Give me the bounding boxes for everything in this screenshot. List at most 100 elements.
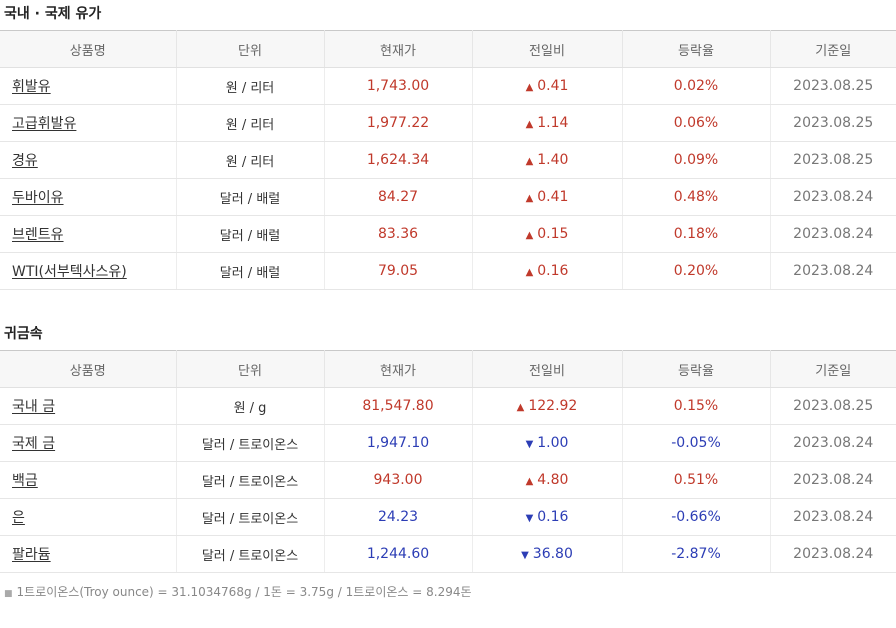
change-value: 1.40 — [537, 152, 569, 168]
price-cell: 1,947.10 — [323, 424, 472, 462]
metal-section-title: 귀금속 — [4, 326, 43, 342]
rate-cell: -0.66% — [621, 498, 770, 536]
header-rate: 등락율 — [621, 350, 770, 388]
oil-table-body: 휘발유 원 / 리터 1,743.00 ▲ 0.41 0.02% 2023.08.25 고급휘… — [0, 67, 896, 290]
triangle-down-icon: ▼ — [525, 513, 534, 524]
table-row: 휘발유 원 / 리터 1,743.00 ▲ 0.41 0.02% 2023.08.25 — [0, 67, 896, 105]
rate-cell: 0.20% — [621, 252, 770, 290]
price-cell: 83.36 — [323, 215, 472, 253]
table-row: 고급휘발유 원 / 리터 1,977.22 ▲ 1.14 0.06% 2023.08.25 — [0, 104, 896, 142]
change-cell: ▼ 36.80 — [471, 535, 622, 573]
product-link[interactable]: 국내 금 — [12, 399, 56, 415]
product-link[interactable]: 백금 — [12, 473, 38, 489]
rate-cell: -2.87% — [621, 535, 770, 573]
product-cell: 팔라듐 — [0, 535, 176, 573]
unit-cell: 달러 / 트로이온스 — [175, 461, 324, 499]
product-link[interactable]: WTI(서부텍사스유) — [12, 264, 127, 280]
header-unit: 단위 — [175, 30, 324, 68]
table-row: 경유 원 / 리터 1,624.34 ▲ 1.40 0.09% 2023.08.25 — [0, 141, 896, 179]
table-row: 두바이유 달러 / 배럴 84.27 ▲ 0.41 0.48% 2023.08.24 — [0, 178, 896, 216]
header-rate: 등락율 — [621, 30, 770, 68]
product-link[interactable]: 휘발유 — [12, 79, 51, 95]
date-cell: 2023.08.25 — [769, 104, 896, 142]
product-link[interactable]: 고급휘발유 — [12, 116, 77, 132]
price-cell: 1,244.60 — [323, 535, 472, 573]
product-link[interactable]: 두바이유 — [12, 190, 64, 206]
date-cell: 2023.08.24 — [769, 535, 896, 573]
unit-note: ■ 1트로이온스(Troy ounce) = 31.1034768g / 1돈 =… — [0, 583, 896, 600]
change-value: 0.41 — [537, 189, 569, 205]
product-cell: 고급휘발유 — [0, 104, 176, 142]
change-value: 4.80 — [537, 472, 569, 488]
change-cell: ▼ 0.16 — [471, 498, 622, 536]
rate-cell: 0.48% — [621, 178, 770, 216]
header-product: 상품명 — [0, 350, 176, 388]
table-row: 팔라듐 달러 / 트로이온스 1,244.60 ▼ 36.80 -2.87% 2023.08… — [0, 535, 896, 573]
triangle-up-icon: ▲ — [525, 193, 534, 204]
rate-cell: 0.51% — [621, 461, 770, 499]
unit-cell: 달러 / 트로이온스 — [175, 424, 324, 462]
triangle-up-icon: ▲ — [525, 476, 534, 487]
product-cell: 국제 금 — [0, 424, 176, 462]
change-cell: ▲ 1.14 — [471, 104, 622, 142]
product-cell: 경유 — [0, 141, 176, 179]
change-value: 0.16 — [537, 263, 569, 279]
triangle-up-icon: ▲ — [525, 267, 534, 278]
unit-cell: 달러 / 트로이온스 — [175, 535, 324, 573]
product-cell: 브렌트유 — [0, 215, 176, 253]
product-link[interactable]: 팔라듐 — [12, 547, 51, 563]
unit-cell: 달러 / 배럴 — [175, 178, 324, 216]
header-product: 상품명 — [0, 30, 176, 68]
price-cell: 24.23 — [323, 498, 472, 536]
header-date: 기준일 — [769, 30, 896, 68]
change-value: 0.16 — [537, 509, 569, 525]
product-cell: 휘발유 — [0, 67, 176, 105]
metal-table: 상품명 단위 현재가 전일비 등락율 기준일 국내 금 원 / g 81,547.8… — [0, 350, 896, 573]
date-cell: 2023.08.25 — [769, 141, 896, 179]
change-cell: ▲ 4.80 — [471, 461, 622, 499]
triangle-up-icon: ▲ — [525, 119, 534, 130]
price-cell: 1,743.00 — [323, 67, 472, 105]
product-link[interactable]: 국제 금 — [12, 436, 56, 452]
triangle-up-icon: ▲ — [525, 82, 534, 93]
unit-cell: 달러 / 배럴 — [175, 252, 324, 290]
oil-section-title: 국내 · 국제 유가 — [4, 6, 102, 22]
change-cell: ▼ 1.00 — [471, 424, 622, 462]
price-cell: 1,624.34 — [323, 141, 472, 179]
date-cell: 2023.08.24 — [769, 178, 896, 216]
change-cell: ▲ 122.92 — [471, 387, 622, 425]
header-date: 기준일 — [769, 350, 896, 388]
change-cell: ▲ 0.15 — [471, 215, 622, 253]
price-cell: 84.27 — [323, 178, 472, 216]
unit-cell: 원 / 리터 — [175, 141, 324, 179]
date-cell: 2023.08.24 — [769, 252, 896, 290]
unit-cell: 원 / 리터 — [175, 67, 324, 105]
change-value: 0.15 — [537, 226, 569, 242]
price-cell: 79.05 — [323, 252, 472, 290]
unit-note-text: 1트로이온스(Troy ounce) = 31.1034768g / 1돈 = … — [16, 585, 472, 599]
date-cell: 2023.08.24 — [769, 424, 896, 462]
change-value: 0.41 — [537, 78, 569, 94]
rate-cell: 0.18% — [621, 215, 770, 253]
product-cell: 은 — [0, 498, 176, 536]
bullet-icon: ■ — [4, 589, 13, 599]
product-link[interactable]: 은 — [12, 510, 25, 526]
triangle-up-icon: ▲ — [516, 402, 525, 413]
unit-cell: 달러 / 트로이온스 — [175, 498, 324, 536]
table-row: 브렌트유 달러 / 배럴 83.36 ▲ 0.15 0.18% 2023.08.24 — [0, 215, 896, 253]
triangle-up-icon: ▲ — [525, 156, 534, 167]
price-cell: 81,547.80 — [323, 387, 472, 425]
change-value: 122.92 — [528, 398, 578, 414]
product-link[interactable]: 브렌트유 — [12, 227, 64, 243]
change-value: 1.14 — [537, 115, 569, 131]
product-cell: 국내 금 — [0, 387, 176, 425]
rate-cell: -0.05% — [621, 424, 770, 462]
header-price: 현재가 — [323, 350, 472, 388]
product-link[interactable]: 경유 — [12, 153, 38, 169]
rate-cell: 0.06% — [621, 104, 770, 142]
change-value: 1.00 — [537, 435, 569, 451]
table-row: 은 달러 / 트로이온스 24.23 ▼ 0.16 -0.66% 2023.08.24 — [0, 498, 896, 536]
change-cell: ▲ 0.41 — [471, 178, 622, 216]
header-price: 현재가 — [323, 30, 472, 68]
